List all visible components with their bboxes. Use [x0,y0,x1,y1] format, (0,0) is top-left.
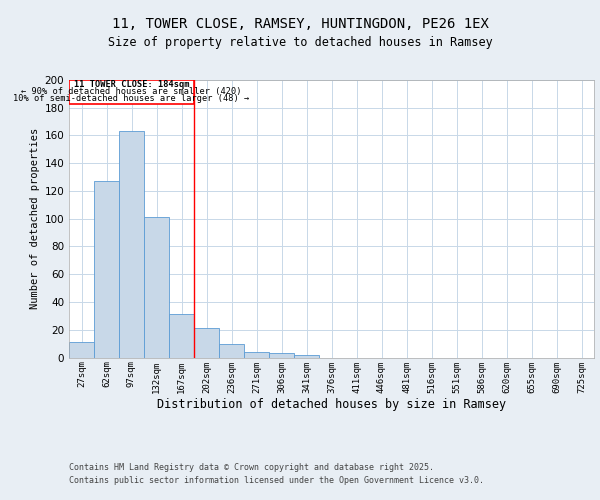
Text: Size of property relative to detached houses in Ramsey: Size of property relative to detached ho… [107,36,493,49]
Bar [169,314,194,358]
Text: Contains HM Land Registry data © Crown copyright and database right 2025.: Contains HM Land Registry data © Crown c… [69,462,434,471]
Bar [69,342,94,357]
X-axis label: Distribution of detached houses by size in Ramsey: Distribution of detached houses by size … [157,398,506,411]
Text: 10% of semi-detached houses are larger (48) →: 10% of semi-detached houses are larger (… [13,94,250,102]
Bar [294,354,319,358]
Text: 11, TOWER CLOSE, RAMSEY, HUNTINGDON, PE26 1EX: 11, TOWER CLOSE, RAMSEY, HUNTINGDON, PE2… [112,18,488,32]
Bar [144,218,169,358]
Y-axis label: Number of detached properties: Number of detached properties [30,128,40,310]
Bar [269,354,294,358]
Bar [219,344,244,357]
Text: ← 90% of detached houses are smaller (420): ← 90% of detached houses are smaller (42… [21,86,242,96]
Bar [119,132,144,358]
Bar [94,182,119,358]
Bar [69,80,194,104]
Bar [244,352,269,358]
Bar [194,328,219,358]
Text: Contains public sector information licensed under the Open Government Licence v3: Contains public sector information licen… [69,476,484,485]
Text: 11 TOWER CLOSE: 184sqm: 11 TOWER CLOSE: 184sqm [74,80,189,90]
